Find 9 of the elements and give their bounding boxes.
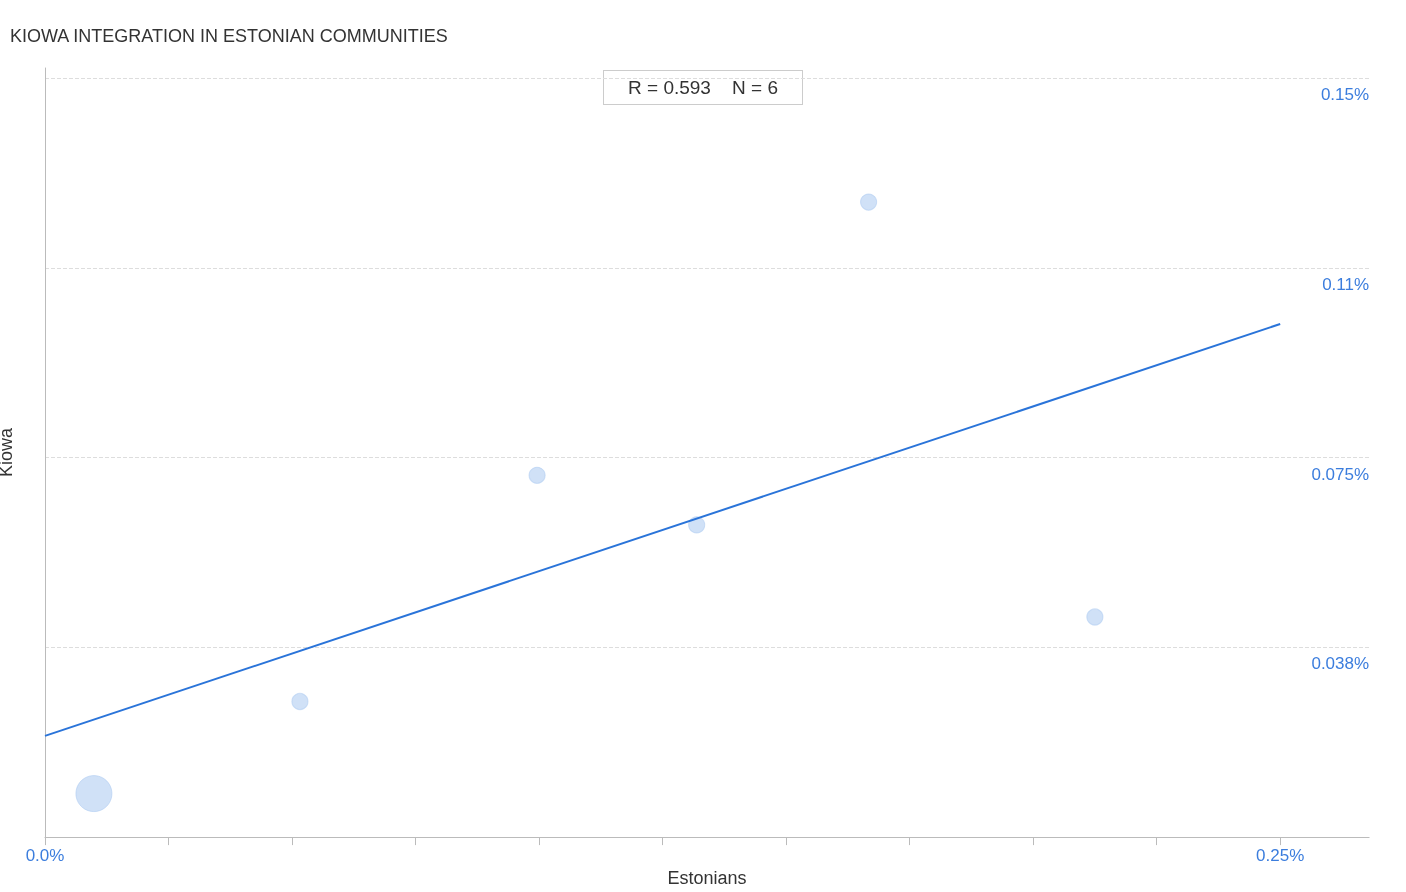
x-tick-label: 0.0%	[25, 846, 65, 866]
y-tick-label: 0.075%	[1311, 464, 1370, 484]
y-tick-label: 0.038%	[1311, 654, 1370, 674]
y-tick-label: 0.11%	[1322, 274, 1370, 294]
chart-title: KIOWA INTEGRATION IN ESTONIAN COMMUNITIES	[10, 26, 448, 46]
y-tick-label: 0.15%	[1320, 85, 1370, 105]
annotation: R = 0.593 N = 6	[628, 77, 778, 98]
x-tick-label: 0.25%	[1256, 846, 1305, 866]
x-axis-title: Estonians	[667, 868, 747, 888]
